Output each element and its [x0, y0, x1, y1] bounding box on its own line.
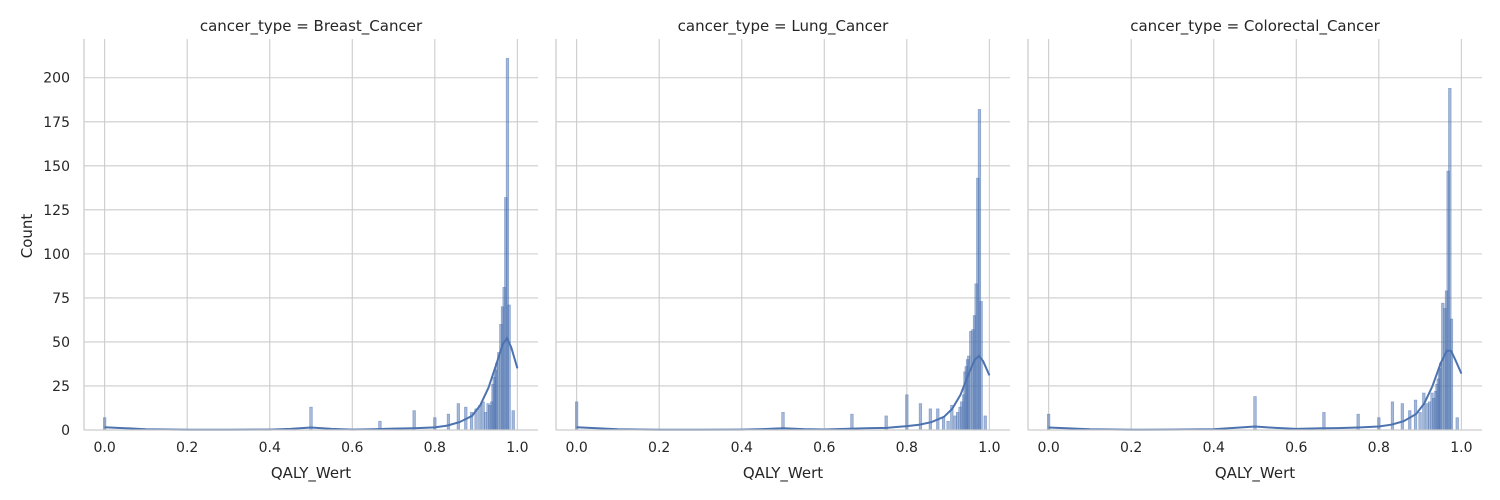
- histogram-bar: [918, 403, 923, 431]
- x-tick-label: 0.2: [1120, 440, 1142, 456]
- x-tick-label: 0.0: [566, 440, 588, 456]
- histogram-bar: [511, 410, 515, 431]
- x-tick-label: 0.0: [1038, 440, 1060, 456]
- histogram-bar: [575, 401, 579, 431]
- histogram-bar: [507, 304, 511, 431]
- x-tick-label: 0.2: [648, 440, 670, 456]
- x-tick-label: 0.8: [424, 440, 446, 456]
- x-tick-label: 0.4: [1203, 440, 1225, 456]
- histogram-bar: [1377, 417, 1381, 431]
- y-tick-label: 175: [43, 115, 70, 131]
- histogram-bar: [1253, 396, 1257, 431]
- panel-2: 0.0 0.2 0.4 0.6 0.8 1.0 cancer_type = Lung_Can…: [555, 17, 1010, 483]
- histogram-bar: [1455, 417, 1459, 431]
- x-tick-label: 0.2: [176, 440, 198, 456]
- x-tick-label: 0.6: [813, 440, 835, 456]
- histogram-bar: [456, 403, 460, 431]
- panel-3: 0.0 0.2 0.4 0.6 0.8 1.0 cancer_type = Colorect…: [1027, 17, 1482, 483]
- y-tick-label: 25: [52, 379, 70, 395]
- x-tick-label: 0.8: [896, 440, 918, 456]
- histogram-bar: [1449, 318, 1454, 431]
- y-tick-label: 50: [52, 335, 70, 351]
- y-axis-label: Count: [18, 214, 36, 259]
- histogram-bar: [928, 408, 932, 431]
- chart-panels: 0.0 0.2 0.4 0.6 0.8 1.0 0 25 50 75 100 125 150 175 200…: [43, 17, 1482, 483]
- x-axis-label: QALY_Wert: [743, 464, 823, 483]
- x-axis-label: QALY_Wert: [271, 464, 351, 483]
- histogram-bar: [1422, 392, 1426, 431]
- histogram-bar: [1390, 401, 1395, 431]
- x-tick-label: 1.0: [506, 440, 528, 456]
- histogram-bar: [1408, 410, 1412, 431]
- histogram-bar: [850, 413, 854, 431]
- histogram-bar: [946, 420, 950, 431]
- x-tick-label: 0.6: [1285, 440, 1307, 456]
- histogram-bar: [941, 417, 946, 431]
- y-tick-label: 0: [61, 423, 70, 439]
- x-tick-label: 1.0: [1450, 440, 1472, 456]
- histogram-bar: [979, 301, 983, 431]
- x-tick-label: 1.0: [978, 440, 1000, 456]
- y-tick-label: 200: [43, 71, 70, 87]
- histogram-bar: [1400, 403, 1404, 431]
- x-axis-label: QALY_Wert: [1215, 464, 1295, 483]
- x-tick-label: 0.6: [341, 440, 363, 456]
- panel-title: cancer_type = Colorectal_Cancer: [1130, 17, 1380, 36]
- histogram-bar: [412, 410, 416, 431]
- histogram-bar: [983, 415, 987, 431]
- x-tick-label: 0.0: [94, 440, 116, 456]
- x-tick-label: 0.8: [1368, 440, 1390, 456]
- histogram-bar: [478, 405, 482, 431]
- y-tick-label: 125: [43, 203, 70, 219]
- panel-1: 0.0 0.2 0.4 0.6 0.8 1.0 0 25 50 75 100 125 150 175 200…: [43, 17, 538, 483]
- y-tick-label: 150: [43, 159, 70, 175]
- y-tick-label: 100: [43, 247, 70, 263]
- panel-title: cancer_type = Breast_Cancer: [200, 17, 423, 36]
- histogram-bar: [446, 413, 451, 431]
- histogram-bar: [905, 394, 909, 431]
- histogram-bar: [1418, 412, 1422, 431]
- x-tick-label: 0.4: [731, 440, 753, 456]
- panel-title: cancer_type = Lung_Cancer: [678, 17, 889, 36]
- x-tick-label: 0.4: [259, 440, 281, 456]
- y-tick-label: 75: [52, 291, 70, 307]
